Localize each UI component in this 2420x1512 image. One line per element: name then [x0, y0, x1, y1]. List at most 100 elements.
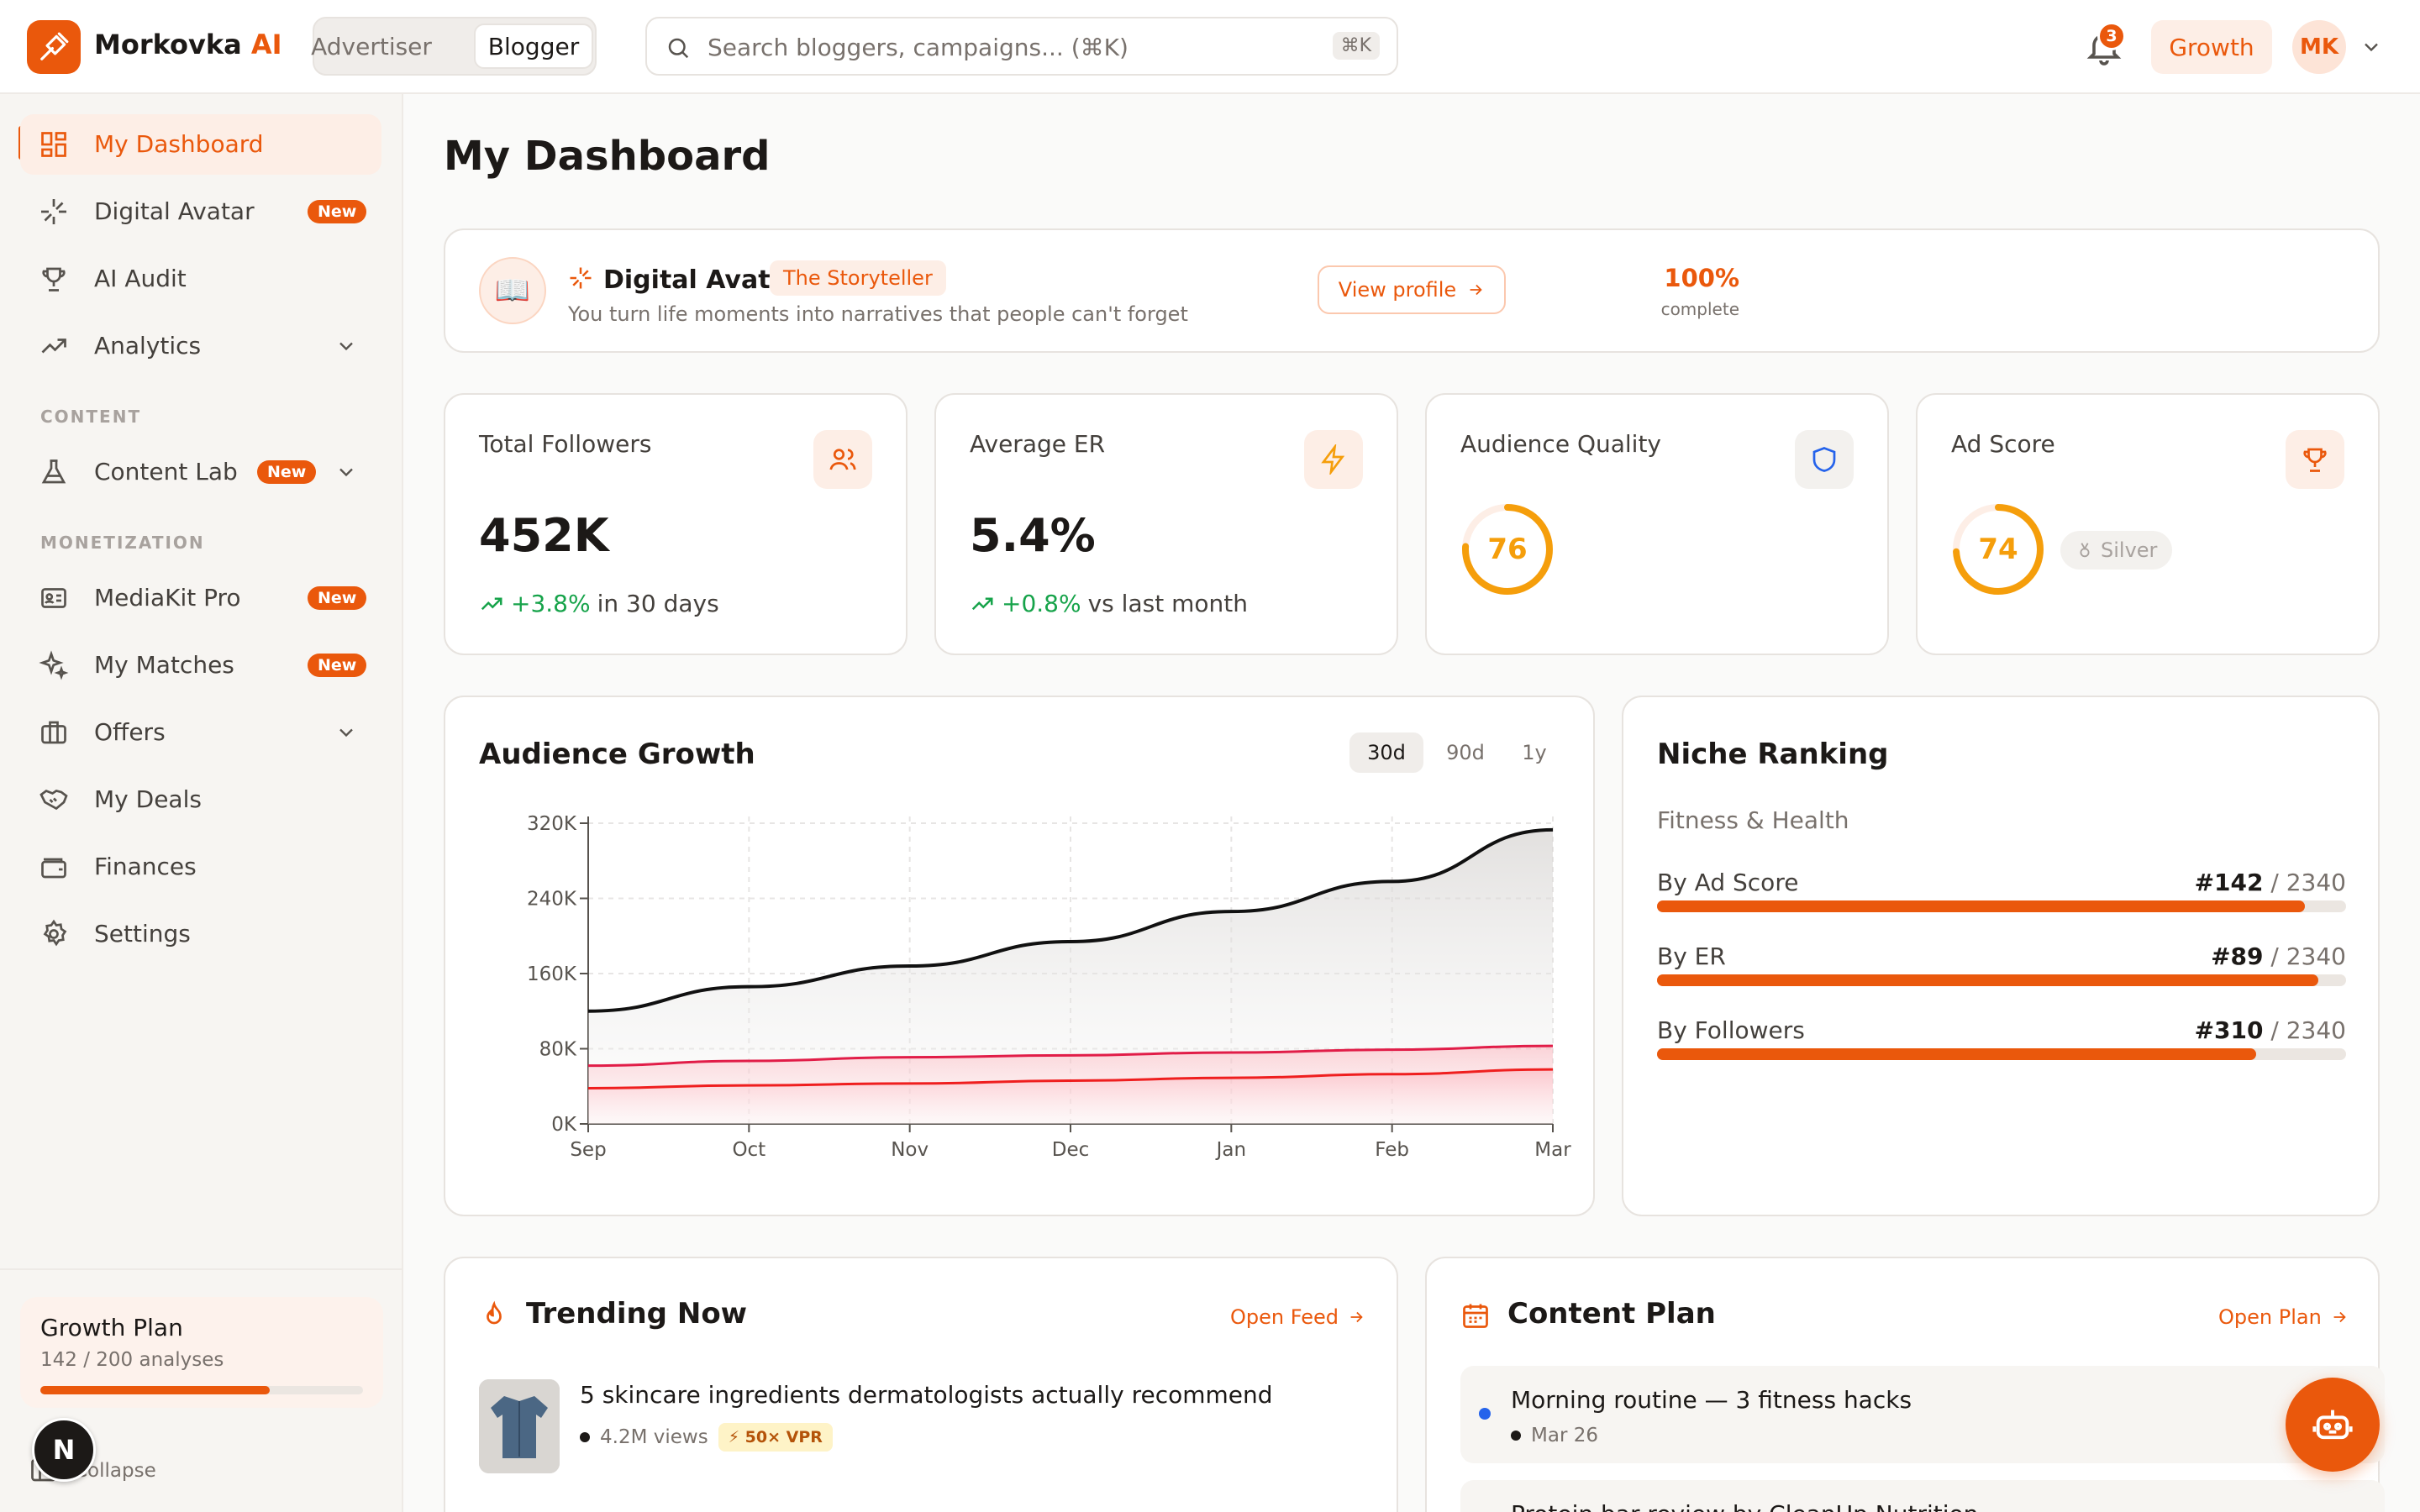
- sidebar-item-offers[interactable]: Offers: [20, 702, 381, 763]
- page-title: My Dashboard: [444, 133, 771, 180]
- plan-button[interactable]: Growth: [2151, 20, 2272, 74]
- delta-text: in 30 days: [597, 590, 719, 617]
- sidebar-item-label: Content Lab: [94, 458, 238, 486]
- delta-value: +3.8%: [511, 590, 591, 617]
- shield-icon: [1795, 430, 1854, 489]
- sidebar-item-label: Digital Avatar: [94, 197, 255, 225]
- sidebar-item-ai-audit[interactable]: AI Audit: [20, 249, 381, 309]
- total-followers-card: Total Followers 452K +3.8% in 30 days: [444, 393, 908, 655]
- content-plan-title: Content Plan: [1507, 1297, 1716, 1331]
- chevron-down-icon[interactable]: [334, 460, 358, 484]
- sidebar-item-analytics[interactable]: Analytics: [20, 316, 381, 376]
- view-profile-label: View profile: [1338, 278, 1457, 302]
- open-feed-label: Open Feed: [1230, 1305, 1339, 1329]
- ai-assistant-button[interactable]: [2286, 1378, 2380, 1472]
- tier-badge: Silver: [2060, 531, 2173, 570]
- sidebar-item-content-lab[interactable]: Content Lab New: [20, 442, 381, 502]
- plan-item[interactable]: Morning routine — 3 fitness hacks Mar 26: [1460, 1366, 2385, 1463]
- bullet-icon: [580, 1432, 590, 1442]
- rank-bar: [1657, 974, 2346, 986]
- open-plan-link[interactable]: Open Plan: [2218, 1305, 2349, 1329]
- new-badge: New: [257, 460, 317, 484]
- vpr-badge: ⚡ 50× VPR: [718, 1423, 833, 1452]
- open-plan-label: Open Plan: [2218, 1305, 2322, 1329]
- robot-icon: [2312, 1410, 2353, 1440]
- rank-label: By ER: [1657, 942, 1726, 970]
- delta-value: +0.8%: [1002, 590, 1081, 617]
- stat-label: Ad Score: [1951, 430, 2055, 458]
- grid-icon: [41, 132, 66, 157]
- trophy-icon: [42, 267, 66, 291]
- rank-bar-fill: [1657, 1048, 2257, 1060]
- open-feed-link[interactable]: Open Feed: [1230, 1305, 1365, 1329]
- sidebar-item-my-deals[interactable]: My Deals: [20, 769, 381, 830]
- chart-title: Audience Growth: [479, 738, 755, 771]
- plan-usage: 142 / 200 analyses: [40, 1349, 224, 1371]
- top-bar: Morkovka AI Advertiser Blogger Search bl…: [0, 0, 2420, 94]
- sidebar-item-label: Settings: [94, 920, 191, 948]
- sidebar-item-mediakit[interactable]: MediaKit Pro New: [20, 568, 381, 628]
- rank-bar: [1657, 1048, 2346, 1060]
- brand-name: Morkovka AI: [94, 29, 282, 60]
- sidebar-item-dashboard[interactable]: My Dashboard: [20, 114, 381, 175]
- logo-icon[interactable]: [27, 20, 81, 74]
- chevron-down-icon[interactable]: [334, 334, 358, 358]
- arrow-right-icon: [2333, 1311, 2346, 1323]
- sidebar-item-label: MediaKit Pro: [94, 584, 241, 612]
- sidebar-item-label: Offers: [94, 718, 166, 746]
- series-line: [587, 827, 1554, 1013]
- sidebar-item-my-matches[interactable]: My Matches New: [20, 635, 381, 696]
- stat-value: 5.4%: [970, 509, 1096, 562]
- trend-icon: [41, 339, 66, 354]
- section-label-content: CONTENT: [40, 407, 142, 427]
- flame-icon: [487, 1300, 502, 1325]
- trophy-icon: [2286, 430, 2344, 489]
- rank-row-er: By ER #89 / 2340: [1657, 942, 2346, 993]
- sidebar-item-label: Finances: [94, 853, 197, 880]
- x-tick-label: Sep: [570, 1139, 606, 1161]
- arrow-right-icon: [1470, 284, 1482, 296]
- y-tick-label: 80K: [539, 1039, 577, 1061]
- id-card-icon: [41, 588, 66, 608]
- x-tick-label: Oct: [732, 1139, 765, 1161]
- rank-value: #142 / 2340: [2194, 869, 2346, 896]
- range-30d-button[interactable]: 30d: [1349, 732, 1423, 773]
- range-90d-button[interactable]: 90d: [1446, 741, 1485, 764]
- search-input[interactable]: Search bloggers, campaigns... (⌘K) ⌘K: [645, 17, 1398, 76]
- chevron-down-icon[interactable]: [2360, 35, 2383, 59]
- notification-count-badge: 3: [2097, 22, 2126, 50]
- n-badge[interactable]: N: [32, 1418, 96, 1482]
- sidebar-item-finances[interactable]: Finances: [20, 837, 381, 897]
- view-profile-button[interactable]: View profile: [1318, 265, 1506, 314]
- range-1y-button[interactable]: 1y: [1522, 741, 1547, 764]
- mode-advertiser-button[interactable]: Advertiser: [311, 32, 432, 60]
- delta-text: vs last month: [1087, 590, 1248, 617]
- sidebar-item-settings[interactable]: Settings: [20, 904, 381, 964]
- avatar[interactable]: MK: [2292, 20, 2346, 74]
- sparkle-icon: [570, 267, 592, 289]
- trend-thumbnail[interactable]: [479, 1379, 560, 1473]
- rank-bar: [1657, 900, 2346, 912]
- quality-score-value: 76: [1487, 533, 1528, 566]
- mode-switch: Advertiser Blogger: [311, 17, 597, 76]
- rank-bar-fill: [1657, 974, 2319, 986]
- rank-value: #89 / 2340: [2211, 942, 2346, 970]
- plan-progress-bar: [40, 1386, 363, 1394]
- sidebar-item-digital-avatar[interactable]: Digital Avatar New: [20, 181, 381, 242]
- stat-delta: +0.8% vs last month: [970, 590, 1248, 617]
- quality-score-ring: [1462, 504, 1553, 595]
- wallet-icon: [41, 858, 66, 879]
- avatar-archetype-badge: The Storyteller: [770, 260, 946, 296]
- shortcut-hint: ⌘K: [1332, 32, 1380, 60]
- sidebar-item-label: My Matches: [94, 651, 234, 679]
- chevron-down-icon[interactable]: [334, 721, 358, 744]
- audience-growth-chart: 0K 80K 160K 240K 320K Sep Oct Nov Dec Jan Feb Mar: [527, 813, 1571, 1161]
- mode-blogger-button[interactable]: Blogger: [474, 24, 593, 69]
- trend-item-title[interactable]: 5 skincare ingredients dermatologists ac…: [580, 1381, 1273, 1409]
- growth-plan-card[interactable]: Growth Plan 142 / 200 analyses: [20, 1297, 383, 1408]
- sidebar-divider: [0, 1268, 403, 1270]
- plan-item[interactable]: Protein bar review by CleanUp Nutrition: [1460, 1480, 2385, 1512]
- niche-title: Niche Ranking: [1657, 738, 1889, 771]
- section-label-monetization: MONETIZATION: [40, 533, 205, 553]
- flask-icon: [41, 459, 66, 484]
